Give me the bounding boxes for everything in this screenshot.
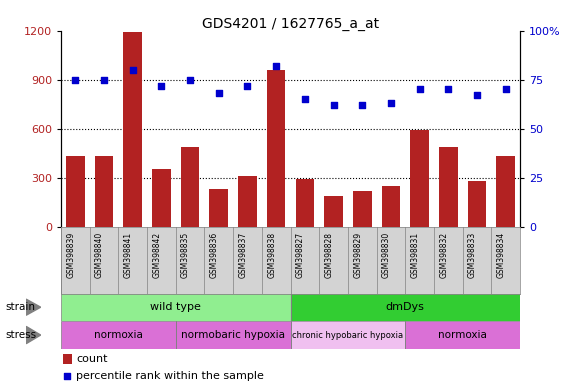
Text: GSM398835: GSM398835 bbox=[181, 232, 190, 278]
Point bbox=[157, 83, 166, 89]
Text: strain: strain bbox=[6, 302, 36, 312]
Text: GSM398836: GSM398836 bbox=[210, 232, 219, 278]
Bar bbox=[210, 189, 228, 227]
Point bbox=[271, 63, 281, 69]
Bar bbox=[152, 169, 171, 227]
Text: GSM398833: GSM398833 bbox=[468, 232, 477, 278]
Bar bbox=[61, 321, 175, 349]
Bar bbox=[468, 181, 486, 227]
Text: GSM398837: GSM398837 bbox=[238, 232, 248, 278]
Text: chronic hypobaric hypoxia: chronic hypobaric hypoxia bbox=[292, 331, 403, 339]
Point bbox=[444, 86, 453, 93]
Text: normobaric hypoxia: normobaric hypoxia bbox=[181, 330, 285, 340]
Bar bbox=[296, 179, 314, 227]
Polygon shape bbox=[26, 299, 41, 315]
Bar bbox=[238, 176, 257, 227]
Point bbox=[472, 92, 482, 98]
Bar bbox=[324, 195, 343, 227]
Point bbox=[128, 67, 137, 73]
Point bbox=[243, 83, 252, 89]
Text: GSM398842: GSM398842 bbox=[152, 232, 162, 278]
Point bbox=[214, 90, 224, 96]
Text: dmDys: dmDys bbox=[386, 302, 425, 312]
Text: GSM398827: GSM398827 bbox=[296, 232, 305, 278]
Point bbox=[357, 102, 367, 108]
Point bbox=[99, 77, 109, 83]
Text: stress: stress bbox=[6, 330, 37, 340]
Text: GSM398838: GSM398838 bbox=[267, 232, 276, 278]
Text: GDS4201 / 1627765_a_at: GDS4201 / 1627765_a_at bbox=[202, 17, 379, 31]
Text: GSM398841: GSM398841 bbox=[124, 232, 132, 278]
Text: normoxia: normoxia bbox=[438, 330, 487, 340]
Point bbox=[63, 373, 72, 379]
Bar bbox=[175, 321, 290, 349]
Text: normoxia: normoxia bbox=[94, 330, 143, 340]
Bar bbox=[290, 294, 520, 321]
Bar bbox=[63, 354, 71, 364]
Text: count: count bbox=[76, 354, 107, 364]
Bar bbox=[267, 70, 285, 227]
Text: GSM398828: GSM398828 bbox=[325, 232, 333, 278]
Polygon shape bbox=[26, 326, 41, 344]
Text: percentile rank within the sample: percentile rank within the sample bbox=[76, 371, 264, 381]
Bar bbox=[61, 294, 290, 321]
Point bbox=[415, 86, 424, 93]
Bar bbox=[439, 147, 458, 227]
Point bbox=[300, 96, 310, 103]
Bar bbox=[406, 321, 520, 349]
Point bbox=[185, 77, 195, 83]
Point bbox=[386, 100, 396, 106]
Point bbox=[501, 86, 510, 93]
Bar bbox=[66, 156, 85, 227]
Bar bbox=[353, 191, 371, 227]
Bar bbox=[496, 156, 515, 227]
Bar bbox=[382, 186, 400, 227]
Text: GSM398830: GSM398830 bbox=[382, 232, 391, 278]
Text: wild type: wild type bbox=[150, 302, 201, 312]
Bar bbox=[123, 32, 142, 227]
Text: GSM398834: GSM398834 bbox=[497, 232, 505, 278]
Bar bbox=[95, 156, 113, 227]
Bar bbox=[410, 130, 429, 227]
Point bbox=[71, 77, 80, 83]
Text: GSM398829: GSM398829 bbox=[353, 232, 362, 278]
Text: GSM398839: GSM398839 bbox=[66, 232, 76, 278]
Bar bbox=[181, 147, 199, 227]
Bar bbox=[290, 321, 406, 349]
Text: GSM398832: GSM398832 bbox=[439, 232, 449, 278]
Text: GSM398831: GSM398831 bbox=[411, 232, 419, 278]
Text: GSM398840: GSM398840 bbox=[95, 232, 104, 278]
Point bbox=[329, 102, 338, 108]
